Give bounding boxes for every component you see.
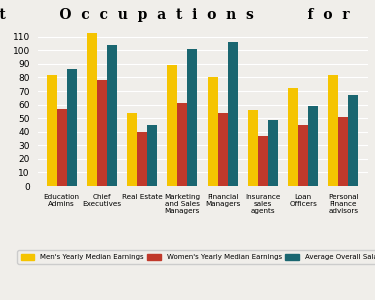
Bar xyxy=(137,132,147,186)
Bar xyxy=(207,77,218,186)
Bar xyxy=(127,113,137,186)
Bar xyxy=(167,65,177,186)
Bar xyxy=(217,113,228,186)
Bar xyxy=(298,125,308,186)
Bar xyxy=(268,119,278,186)
Bar xyxy=(338,117,348,186)
Bar xyxy=(87,33,97,186)
Title: T  e  n           W  o  r  s  t           O  c  c  u  p  a  t  i  o  n  s       : T e n W o r s t O c c u p a t i o n s xyxy=(0,8,375,22)
Bar xyxy=(228,42,238,186)
Bar xyxy=(46,75,57,186)
Bar xyxy=(97,80,107,186)
Bar xyxy=(348,95,358,186)
Legend: Men's Yearly Median Earnings, Women's Yearly Median Earnings, Average Overall Sa: Men's Yearly Median Earnings, Women's Ye… xyxy=(17,250,375,264)
Bar xyxy=(57,109,67,186)
Bar xyxy=(248,110,258,186)
Bar xyxy=(258,136,268,186)
Bar xyxy=(308,106,318,186)
Bar xyxy=(67,69,77,186)
Bar xyxy=(177,103,188,186)
Bar xyxy=(288,88,298,186)
Bar xyxy=(328,75,338,186)
Bar xyxy=(107,45,117,186)
Bar xyxy=(188,49,198,186)
Bar xyxy=(147,125,157,186)
